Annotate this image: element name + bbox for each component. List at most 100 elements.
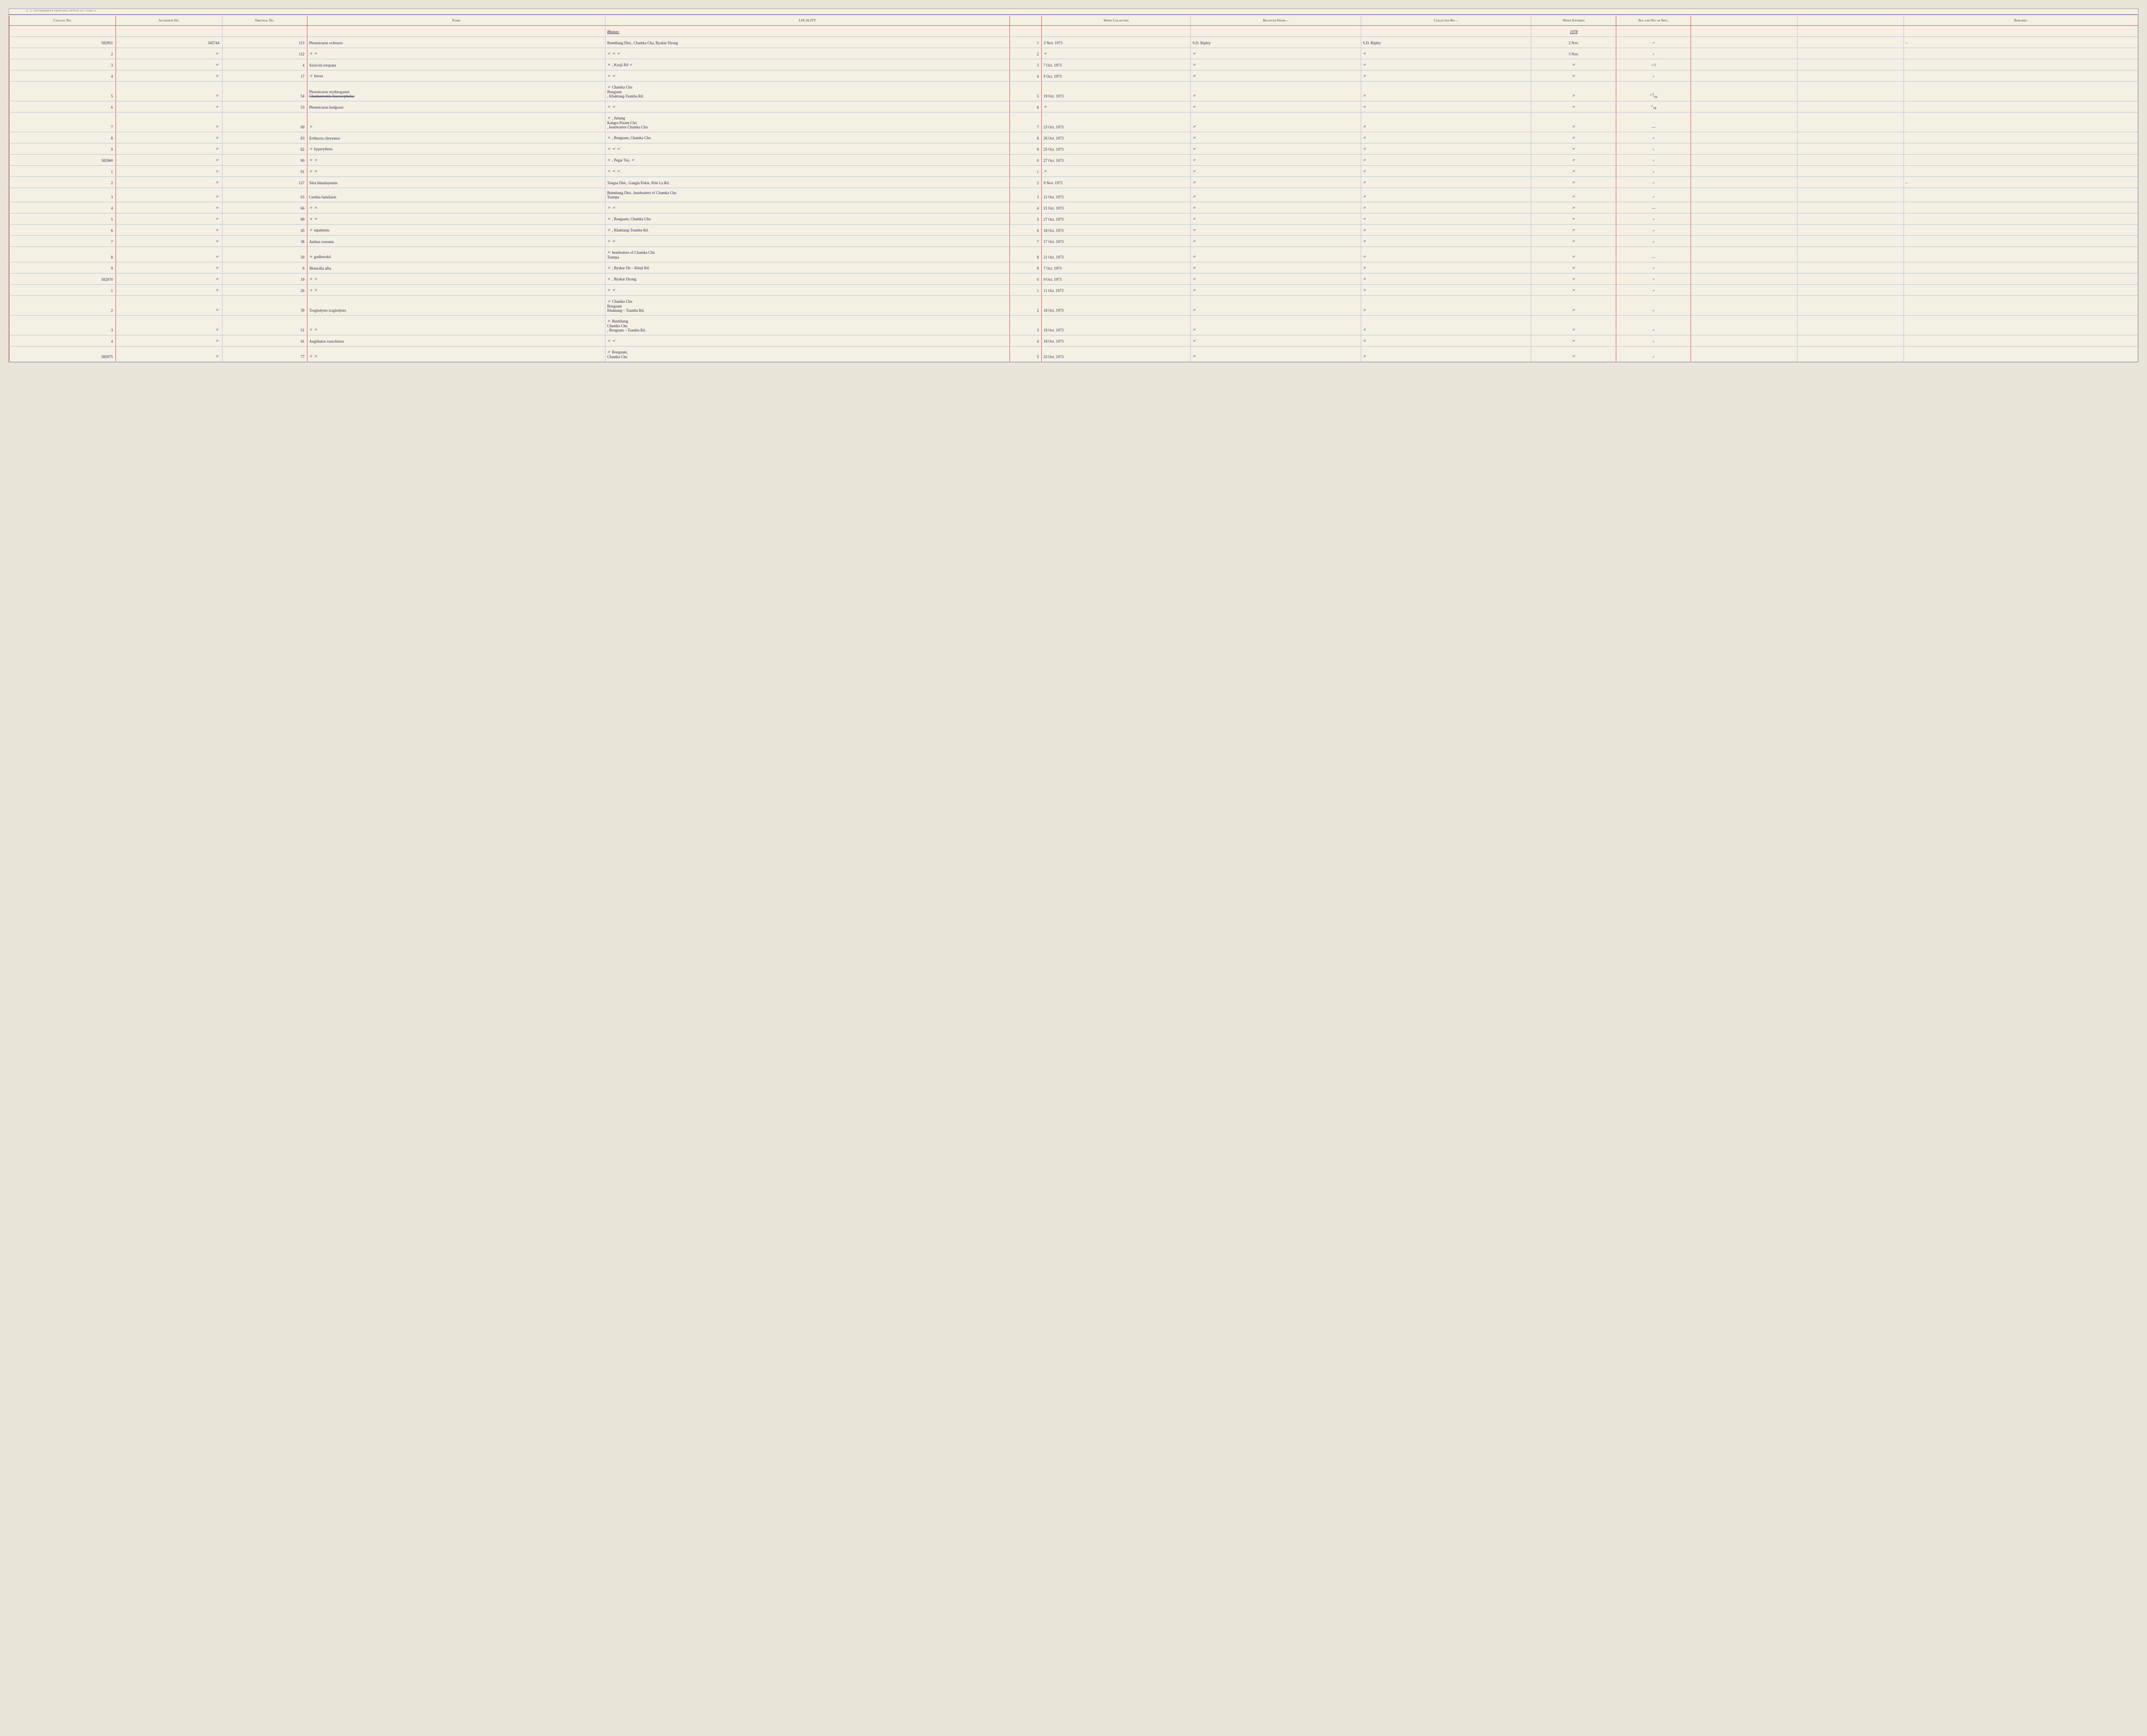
cell-sex: ♂ [1616,132,1691,143]
cell-blank2 [1797,246,1904,262]
cell-original: 54 [222,81,307,101]
cell-blank2 [1797,176,1904,188]
cell-original: 38 [222,235,307,246]
cell-accession: 〃 [116,143,222,154]
cell-collected-by: 〃 [1361,235,1531,246]
cell-blank2 [1797,346,1904,362]
cell-name: 〃 〃 [307,315,605,335]
cell-blank1 [1691,246,1797,262]
cell-when-collected: 18 Oct. 1973 [1042,295,1191,315]
cell-when-collected: 9 Nov. 1973 [1042,176,1191,188]
cell-blank2 [1797,143,1904,154]
cell-catalog: 4 [9,70,116,81]
cell-remarks [1904,335,2138,346]
cell-sex: ♂ [1616,188,1691,202]
cell-collected-by: 〃 [1361,202,1531,213]
cell-received-from: 〃 [1191,48,1361,59]
cell-when-entered: 1978 [1531,25,1616,36]
cell-remarks [1904,143,2138,154]
cell-original: 39 [222,295,307,315]
cell-name: 〃 〃 [307,154,605,165]
cell-accession: 〃 [116,70,222,81]
cell-original: 6 [222,262,307,273]
cell-remarks: – [1904,36,2138,48]
cell-collected-by: 〃 [1361,295,1531,315]
col-collected-by: Collected By— [1361,16,1531,25]
cell-original: 69 [222,112,307,132]
cell-name: 〃 〃 [307,202,605,213]
cell-blank1 [1691,213,1797,224]
table-row: 6〃53Phoenicurus hodgsoni〃 〃6〃〃〃〃♂yg. [9,101,2138,112]
cell-when-entered: 〃 [1531,346,1616,362]
cell-when-collected: 9 Oct. 1973 [1042,273,1191,284]
cell-remarks [1904,25,2138,36]
cell-when-collected: 〃 [1042,101,1191,112]
table-row: 582960〃90〃 〃〃 , Pegar Tso, 〃027 Oct. 197… [9,154,2138,165]
cell-sex: ♂ [1616,262,1691,273]
cell-when-collected: 18 Oct. 1973 [1042,335,1191,346]
cell-locality: 〃 Bongsam,Chamka Chu [605,346,1010,362]
cell-blank2 [1797,188,1904,202]
cell-blank1 [1691,235,1797,246]
cell-name: Sitta himalayensis [307,176,605,188]
cell-when-collected: 23 Oct. 1973 [1042,112,1191,132]
cell-catalog: 5 [9,213,116,224]
cell-name: Phoenicurus hodgsoni [307,101,605,112]
cell-received-from: 〃 [1191,176,1361,188]
table-row: 582970〃19〃 〃〃 , Byakar Dzong09 Oct. 1973… [9,273,2138,284]
cell-accession: 〃 [116,101,222,112]
cell-blank1 [1691,101,1797,112]
cell-collected-by: 〃 [1361,188,1531,202]
cell-received-from: 〃 [1191,143,1361,154]
cell-collected-by: 〃 [1361,315,1531,335]
cell-when-collected: 26 Oct. 1973 [1042,132,1191,143]
cell-locality: 〃 BumthangChamka Chu, Bongsam – Tsamba R… [605,315,1010,335]
cell-locality: 〃 〃 [605,284,1010,295]
table-row: 582975〃77〃 〃〃 Bongsam,Chamka Chu525 Oct.… [9,346,2138,362]
cell-remarks [1904,224,2138,235]
region-header-row: Bhutan: 1978 [9,25,2138,36]
col-received-from: Received From— [1191,16,1361,25]
cell-when-entered: 〃 [1531,132,1616,143]
cell-accession: 〃 [116,315,222,335]
cell-collected-by: 〃 [1361,132,1531,143]
cell-blank2 [1797,273,1904,284]
cell-when-entered: 〃 [1531,262,1616,273]
cell-seq [1010,25,1041,36]
cell-seq: 5 [1010,346,1041,362]
cell-when-collected: 21 Oct. 1973 [1042,246,1191,262]
cell-locality: 〃 〃 [605,202,1010,213]
table-row: 4〃41Aegithalos iouschistos〃 〃418 Oct. 19… [9,335,2138,346]
cell-accession: 〃 [116,154,222,165]
cell-blank1 [1691,284,1797,295]
cell-catalog: 2 [9,48,116,59]
cell-when-collected: 〃 [1042,165,1191,176]
cell-blank1 [1691,154,1797,165]
cell-locality: 〃 Chamka ChuBongsamKhaktang – Tsamba Rd. [605,295,1010,315]
cell-locality: Bhutan: [605,25,1010,36]
cell-when-entered: 〃 [1531,246,1616,262]
cell-when-collected: 〃 [1042,48,1191,59]
cell-locality: 〃 , Bongsam, Chamka Chu [605,132,1010,143]
cell-remarks [1904,213,2138,224]
cell-catalog: 8 [9,132,116,143]
cell-blank1 [1691,59,1797,70]
table-row: 5〃54Phoenicurus erythrogasterChaimarrorn… [9,81,2138,101]
cell-received-from: 〃 [1191,202,1361,213]
cell-sex: ♂ [1616,284,1691,295]
cell-received-from: 〃 [1191,188,1361,202]
cell-when-collected: 27 Oct. 1973 [1042,154,1191,165]
cell-locality: 〃 〃 〃 [605,143,1010,154]
cell-when-collected: 25 Oct. 1973 [1042,143,1191,154]
cell-remarks [1904,154,2138,165]
cell-accession: 〃 [116,132,222,143]
cell-remarks [1904,262,2138,273]
cell-remarks [1904,165,2138,176]
table-row: 7〃69〃〃 , JuitangKangra Pizum Chu, headwa… [9,112,2138,132]
table-row: 8〃59〃 godlewskii〃 headwaters of Chamka C… [9,246,2138,262]
cell-when-entered: 〃 [1531,202,1616,213]
cell-remarks [1904,112,2138,132]
cell-blank1 [1691,335,1797,346]
cell-seq: 7 [1010,235,1041,246]
cell-sex: ♂ [1616,36,1691,48]
